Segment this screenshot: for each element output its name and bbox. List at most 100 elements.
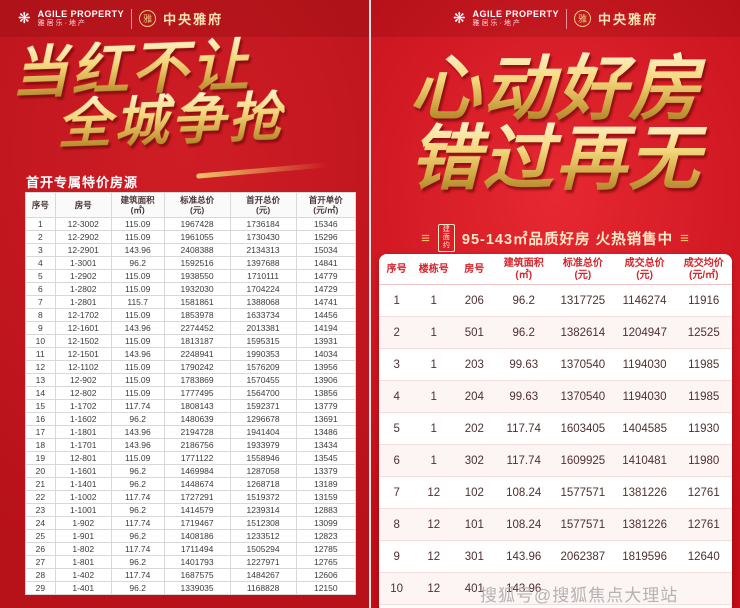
table-cell: 143.96 [110, 438, 165, 452]
table-cell: 1736184 [229, 217, 297, 231]
table-header-row: 序号 房号 建筑面积 (㎡) 标准总价 (元) 首开总价 (元) 首开单价 (元/㎡) [25, 192, 357, 218]
table-cell: 1414579 [163, 503, 231, 517]
table-cell: 117.74 [495, 412, 552, 445]
table-cell: 1370540 [551, 348, 614, 381]
emblem-glyph: 雅 [578, 14, 588, 24]
project-name: 中央雅府 [163, 13, 224, 28]
table-cell: 1519372 [229, 490, 297, 504]
table-cell: 1 [414, 380, 454, 413]
table-cell: 13956 [295, 360, 357, 374]
table-cell: 1339035 [163, 581, 231, 595]
area-prefix-badge: 建面约 [437, 224, 455, 253]
table-cell: 1961055 [163, 230, 231, 244]
table-cell: 17 [25, 425, 56, 439]
table-cell: 3 [379, 348, 415, 381]
table-row: 2 12-2902 115.09 1961055 1730430 15296 [25, 230, 357, 244]
table-cell: 29 [25, 581, 56, 595]
left-headline: 当红不让 全城争抢 [10, 31, 286, 156]
table-row: 24 1-902 117.74 1719467 1512308 13099 [25, 516, 357, 530]
table-row: 4 1-3001 96.2 1592516 1397688 14841 [25, 256, 357, 270]
table-cell: 21 [25, 477, 56, 491]
special-price-table: 序号 房号 建筑面积 (㎡) 标准总价 (元) 首开总价 (元) 首开单价 (元/㎡) 1… [25, 192, 357, 595]
table-cell: 12606 [295, 568, 357, 582]
table-cell: 1-3001 [54, 256, 112, 270]
table-row: 7 1-2801 115.7 1581861 1388068 14741 [25, 295, 357, 309]
table-cell: 12 [414, 476, 454, 509]
table-cell: 1941404 [229, 425, 297, 439]
table-cell: 102 [453, 476, 496, 509]
table-cell: 115.09 [110, 269, 165, 283]
right-panel-header: ❋ AGILE PROPERTY 雅居乐·地产 雅 中央雅府 [371, 0, 740, 37]
table-cell: 4 [379, 380, 415, 413]
table-cell: 1808143 [163, 399, 231, 413]
table-cell: 204 [453, 380, 496, 413]
table-row: 27 1-801 96.2 1401793 1227971 12765 [25, 555, 357, 569]
table-cell: 12150 [295, 581, 357, 595]
central-mansion-emblem-icon: 雅 [574, 10, 592, 27]
table-cell: 1 [414, 412, 454, 445]
table-cell: 14729 [295, 282, 357, 296]
table-cell: 12-902 [54, 373, 112, 387]
table-cell: 16 [25, 412, 56, 426]
table-cell: 12-2901 [54, 243, 112, 257]
table-row: 12 12-1102 115.09 1790242 1576209 13956 [25, 360, 357, 374]
table-cell: 15346 [295, 217, 357, 231]
table-cell: 2 [25, 230, 56, 244]
left-panel-header: ❋ AGILE PROPERTY 雅居乐·地产 雅 中央雅府 [0, 0, 369, 37]
table-cell: 1168828 [229, 581, 297, 595]
table-cell [675, 572, 732, 605]
table-cell: 108.24 [495, 476, 552, 509]
table-cell: 1633734 [229, 308, 297, 322]
table-cell: 1397688 [229, 256, 297, 270]
column-header: 成交总价 (元) [613, 254, 676, 285]
table-cell: 115.7 [110, 295, 165, 309]
column-header: 楼栋号 [414, 254, 454, 285]
table-cell: 401 [453, 572, 496, 605]
table-row: 10 12 401 143.96 [379, 572, 732, 605]
table-cell: 99.63 [495, 348, 552, 381]
table-cell: 1296678 [229, 412, 297, 426]
table-row: 28 1-402 117.74 1687575 1484267 12606 [25, 568, 357, 582]
sales-subtitle: ≡ 建面约 95-143㎡品质好房 火热销售中 ≡ [371, 224, 740, 253]
table-cell: 2 [379, 316, 415, 349]
table-cell: 301 [453, 540, 496, 573]
table-cell: 12 [414, 508, 454, 541]
table-row: 1 1 206 96.2 1317725 1146274 11916 [379, 284, 732, 317]
table-cell: 12765 [295, 555, 357, 569]
table-cell: 14841 [295, 256, 357, 270]
table-cell: 96.2 [110, 412, 165, 426]
table-cell: 202 [453, 412, 496, 445]
table-cell: 1480639 [163, 412, 231, 426]
table-cell: 7 [379, 476, 415, 509]
table-cell: 12-1102 [54, 360, 112, 374]
table-cell: 115.09 [110, 360, 165, 374]
table-cell: 1233512 [229, 529, 297, 543]
table-cell: 1777495 [163, 386, 231, 400]
table-cell: 1408186 [163, 529, 231, 543]
table-cell: 10 [25, 334, 56, 348]
agile-logo-text: AGILE PROPERTY 雅居乐·地产 [473, 9, 560, 27]
table-cell: 13099 [295, 516, 357, 530]
table-cell: 1-1601 [54, 464, 112, 478]
table-cell: 143.96 [495, 572, 552, 605]
table-cell: 25 [25, 529, 56, 543]
deal-table-card: 序号 楼栋号 房号 建筑面积 (㎡) 标准总价 (元) 成交总价 (元) 成交均价 (元/㎡… [379, 254, 732, 608]
table-cell: 115.09 [110, 217, 165, 231]
table-cell: 1484267 [229, 568, 297, 582]
table-cell: 1603405 [551, 412, 614, 445]
table-row: 19 12-801 115.09 1771122 1558946 13545 [25, 451, 357, 465]
table-cell: 117.74 [495, 444, 552, 477]
table-cell: 1967428 [163, 217, 231, 231]
table-cell: 2013381 [229, 321, 297, 335]
table-cell: 12-3002 [54, 217, 112, 231]
table-cell: 24 [25, 516, 56, 530]
table-cell: 96.2 [110, 477, 165, 491]
table-cell: 13931 [295, 334, 357, 348]
table-cell: 1448674 [163, 477, 231, 491]
table-cell: 96.2 [110, 529, 165, 543]
table-cell: 13545 [295, 451, 357, 465]
table-cell: 14194 [295, 321, 357, 335]
table-cell: 15296 [295, 230, 357, 244]
table-cell: 1819596 [613, 540, 676, 573]
column-header: 成交均价 (元/㎡) [675, 254, 732, 285]
